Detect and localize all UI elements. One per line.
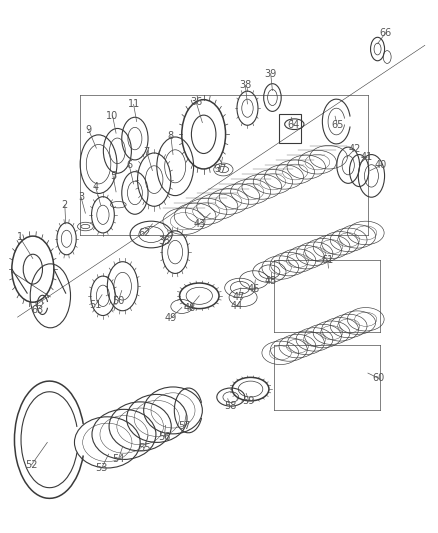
Text: 40: 40 (375, 160, 387, 170)
Text: 46: 46 (248, 285, 260, 294)
Text: 37: 37 (214, 165, 226, 174)
Text: 50: 50 (112, 296, 124, 306)
Text: 51: 51 (89, 300, 102, 310)
Text: 38: 38 (239, 80, 251, 90)
Text: 58: 58 (224, 401, 236, 411)
Text: 59: 59 (243, 396, 255, 406)
Text: 65: 65 (331, 120, 343, 130)
Text: 57: 57 (178, 422, 190, 431)
Text: 1: 1 (17, 232, 23, 242)
Text: 43: 43 (193, 219, 205, 229)
Text: 53: 53 (95, 463, 108, 473)
Text: 49: 49 (165, 313, 177, 323)
Text: 2: 2 (62, 200, 68, 210)
Text: 60: 60 (373, 374, 385, 383)
Text: 11: 11 (127, 100, 140, 109)
Text: 56: 56 (158, 432, 170, 442)
Text: 9: 9 (85, 125, 92, 134)
Text: 61: 61 (321, 255, 334, 265)
Text: 3: 3 (78, 192, 84, 202)
Text: 47: 47 (233, 293, 245, 302)
Text: 42: 42 (349, 144, 361, 154)
Text: 41: 41 (361, 152, 373, 162)
Text: 35: 35 (158, 236, 170, 246)
Text: 62: 62 (138, 229, 151, 238)
Text: 44: 44 (230, 302, 243, 311)
Text: 4: 4 (92, 182, 99, 191)
Text: 5: 5 (110, 171, 116, 181)
Text: 66: 66 (379, 28, 392, 38)
Text: 54: 54 (112, 455, 124, 464)
Text: 36: 36 (190, 98, 202, 107)
Text: 7: 7 (144, 147, 150, 157)
Text: 39: 39 (265, 69, 277, 78)
Text: 55: 55 (138, 443, 151, 453)
Text: 45: 45 (265, 277, 277, 286)
Text: 64: 64 (287, 120, 300, 130)
Text: 52: 52 (25, 460, 38, 470)
Text: 63: 63 (31, 305, 43, 315)
Text: 10: 10 (106, 111, 119, 120)
Text: 6: 6 (126, 160, 132, 170)
Text: 48: 48 (183, 303, 195, 313)
Text: 8: 8 (168, 131, 174, 141)
